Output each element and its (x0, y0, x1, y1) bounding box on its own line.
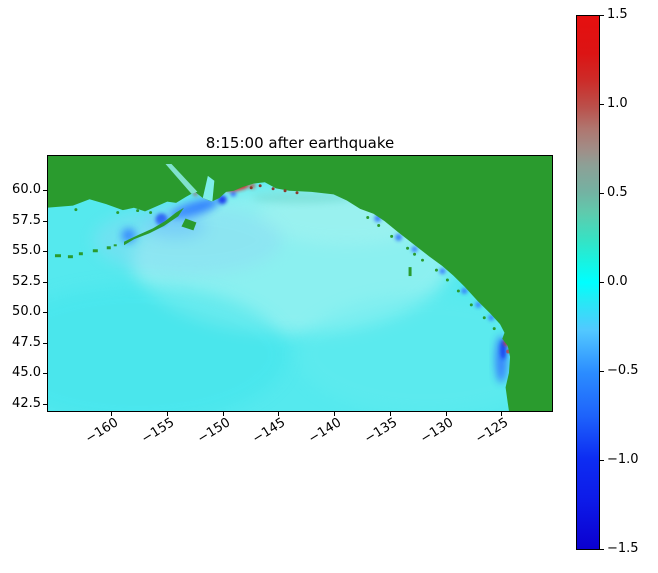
y-tick-mark (43, 404, 47, 405)
colorbar-tick-label: 0.5 (607, 185, 628, 200)
land-kodiak-island (181, 218, 197, 231)
y-tick-label: 42.5 (12, 396, 41, 411)
colorbar-tick-mark (600, 549, 604, 550)
colorbar-tick-label: −0.5 (607, 363, 639, 378)
coastal-speckles-green (74, 208, 496, 331)
colorbar-tick-label: 0.0 (607, 274, 628, 289)
x-tick-label: −150 (195, 415, 234, 447)
x-tick-label: −130 (418, 415, 457, 447)
x-tick-label: −155 (139, 415, 178, 447)
coastal-speckles-maroon (249, 184, 299, 195)
map-plot (47, 155, 553, 412)
x-tick-label: −125 (473, 415, 512, 447)
y-tick-label: 47.5 (12, 335, 41, 350)
colorbar (576, 15, 600, 550)
y-tick-label: 50.0 (12, 304, 41, 319)
x-tick-mark (167, 412, 168, 416)
y-tick-label: 45.0 (12, 365, 41, 380)
y-tick-mark (43, 373, 47, 374)
y-tick-mark (43, 190, 47, 191)
x-tick-label: −160 (83, 415, 122, 447)
y-tick-mark (43, 343, 47, 344)
land-mainland (48, 156, 552, 411)
x-tick-mark (446, 412, 447, 416)
land-small-islands (54, 244, 412, 277)
y-tick-label: 57.5 (12, 213, 41, 228)
colorbar-tick-mark (600, 460, 604, 461)
negative-anomaly-kenai (169, 198, 220, 219)
y-tick-label: 55.0 (12, 243, 41, 258)
inland-water-streak (165, 163, 198, 194)
colorbar-tick-mark (600, 193, 604, 194)
y-tick-label: 60.0 (12, 182, 41, 197)
plot-title: 8:15:00 after earthquake (205, 134, 395, 152)
x-tick-label: −135 (362, 415, 401, 447)
colorbar-tick-mark (600, 371, 604, 372)
land-alaska-peninsula (123, 207, 184, 246)
y-tick-mark (43, 221, 47, 222)
cook-inlet (202, 175, 215, 202)
y-tick-mark (43, 251, 47, 252)
x-tick-mark (278, 412, 279, 416)
x-tick-label: −140 (306, 415, 345, 447)
colorbar-tick-label: −1.0 (607, 452, 639, 467)
x-tick-mark (223, 412, 224, 416)
colorbar-tick-label: −1.5 (607, 541, 639, 556)
colorbar-tick-label: 1.5 (607, 7, 628, 22)
x-tick-mark (390, 412, 391, 416)
y-tick-mark (43, 312, 47, 313)
x-tick-label: −145 (250, 415, 289, 447)
y-tick-mark (43, 282, 47, 283)
colorbar-tick-mark (600, 104, 604, 105)
x-tick-mark (501, 412, 502, 416)
colorbar-tick-mark (600, 15, 604, 16)
x-tick-mark (111, 412, 112, 416)
colorbar-tick-mark (600, 282, 604, 283)
colorbar-tick-label: 1.0 (607, 96, 628, 111)
map-canvas (48, 156, 552, 411)
y-tick-label: 52.5 (12, 274, 41, 289)
x-tick-mark (334, 412, 335, 416)
